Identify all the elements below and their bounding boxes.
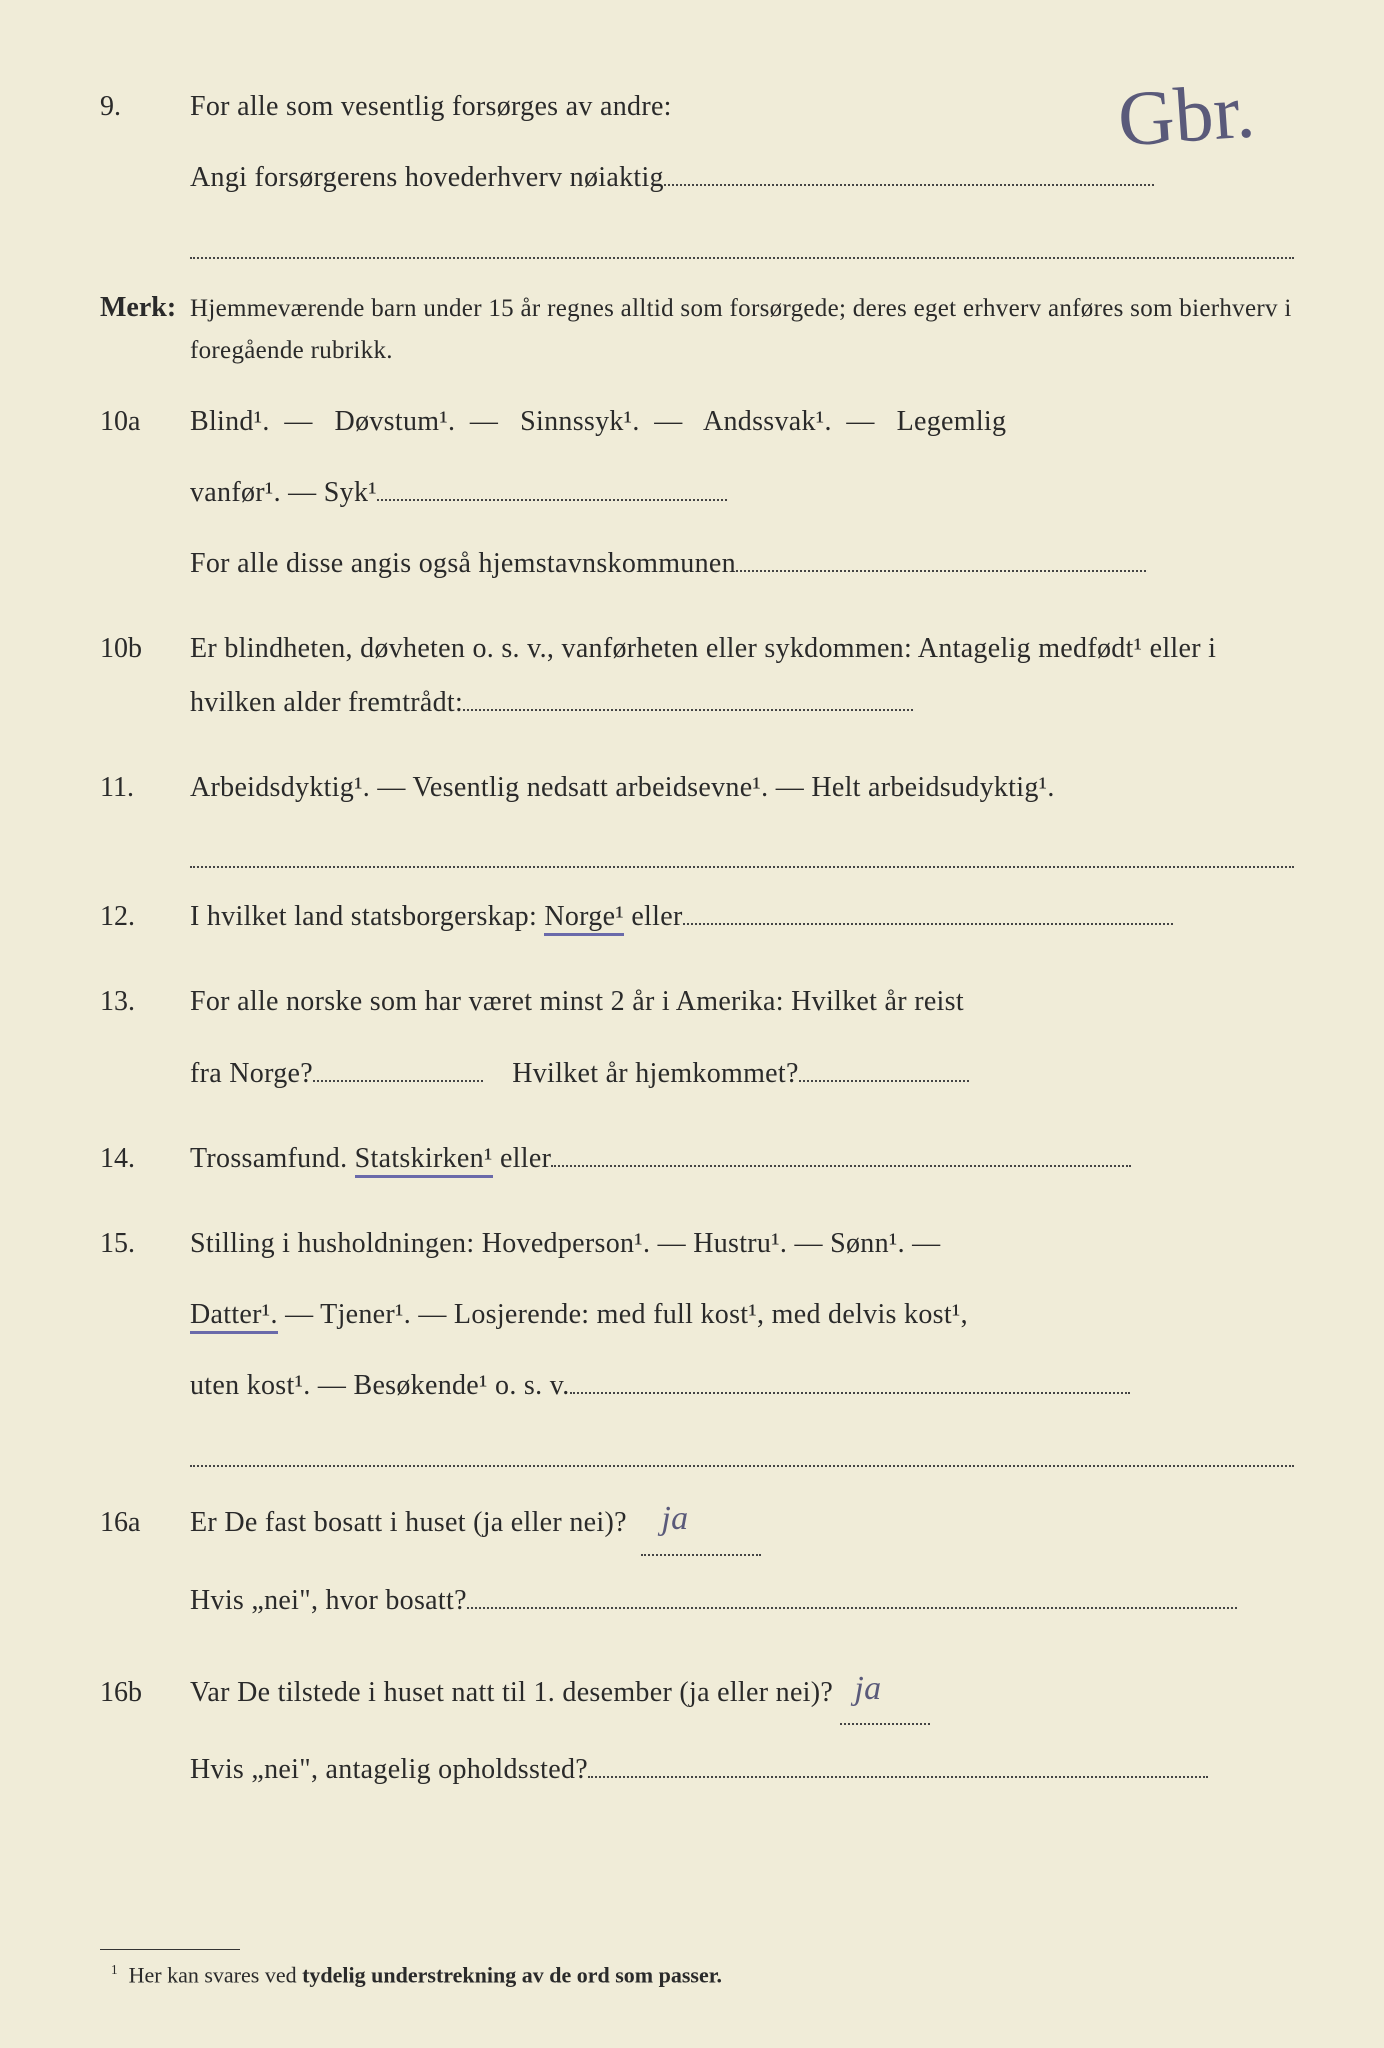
- q9-handwritten-answer: Gbr.: [1115, 65, 1257, 164]
- q13-line1: For alle norske som har været minst 2 år…: [190, 975, 1294, 1028]
- q15-line3: uten kost¹. — Besøkende¹ o. s. v.: [190, 1359, 1294, 1412]
- merk-label: Merk:: [100, 281, 190, 334]
- q12-number: 12.: [100, 890, 190, 943]
- q15-number: 15.: [100, 1217, 190, 1270]
- q16b-q: Var De tilstede i huset natt til 1. dese…: [190, 1659, 1294, 1726]
- q10b-row: 10b Er blindheten, døvheten o. s. v., va…: [100, 622, 1294, 746]
- q16a-q: Er De fast bosatt i huset (ja eller nei)…: [190, 1489, 1294, 1556]
- separator: [190, 236, 1294, 258]
- q9-row: 9. For alle som vesentlig forsørges av a…: [100, 80, 1294, 222]
- q10b-number: 10b: [100, 622, 190, 675]
- q13-number: 13.: [100, 975, 190, 1028]
- q12-text: I hvilket land statsborgerskap: Norge¹ e…: [190, 890, 1294, 943]
- q16a-number: 16a: [100, 1496, 190, 1549]
- q16b-row: 16b Var De tilstede i huset natt til 1. …: [100, 1659, 1294, 1815]
- q10a-row: 10a Blind¹. — Døvstum¹. — Sinnssyk¹. — A…: [100, 395, 1294, 609]
- q16a-answer: ja: [661, 1500, 688, 1537]
- footnote: 1 Her kan svares ved tydelig understrekn…: [100, 1928, 1294, 1988]
- q9-number: 9.: [100, 80, 190, 133]
- q10a-line3: For alle disse angis også hjemstavnskomm…: [190, 537, 1294, 590]
- q13-row: 13. For alle norske som har været minst …: [100, 975, 1294, 1117]
- q15-row: 15. Stilling i husholdningen: Hovedperso…: [100, 1217, 1294, 1431]
- q11-number: 11.: [100, 761, 190, 814]
- q12-row: 12. I hvilket land statsborgerskap: Norg…: [100, 890, 1294, 961]
- q14-number: 14.: [100, 1132, 190, 1185]
- q16b-line2: Hvis „nei", antagelig opholdssted?: [190, 1743, 1294, 1796]
- q16b-answer: ja: [854, 1670, 881, 1707]
- q10a-number: 10a: [100, 395, 190, 448]
- q10a-line2: vanfør¹. — Syk¹: [190, 466, 1294, 519]
- separator-3: [190, 1445, 1294, 1467]
- footnote-text: Her kan svares ved tydelig understreknin…: [129, 1962, 722, 1987]
- q10b-text: Er blindheten, døvheten o. s. v., vanfør…: [190, 622, 1294, 728]
- q16a-row: 16a Er De fast bosatt i huset (ja eller …: [100, 1489, 1294, 1645]
- q14-underlined: Statskirken¹: [355, 1143, 493, 1178]
- separator-2: [190, 846, 1294, 868]
- merk-row: Merk: Hjemmeværende barn under 15 år reg…: [100, 281, 1294, 373]
- q13-line2: fra Norge? Hvilket år hjemkommet?: [190, 1047, 1294, 1100]
- q14-text: Trossamfund. Statskirken¹ eller: [190, 1132, 1294, 1185]
- q16b-number: 16b: [100, 1666, 190, 1719]
- merk-text: Hjemmeværende barn under 15 år regnes al…: [190, 288, 1294, 373]
- q10a-line1: Blind¹. — Døvstum¹. — Sinnssyk¹. — Andss…: [190, 395, 1294, 448]
- q11-text: Arbeidsdyktig¹. — Vesentlig nedsatt arbe…: [190, 761, 1294, 814]
- q14-row: 14. Trossamfund. Statskirken¹ eller: [100, 1132, 1294, 1203]
- q16a-line2: Hvis „nei", hvor bosatt?: [190, 1574, 1294, 1627]
- q12-underlined: Norge¹: [544, 901, 624, 936]
- footnote-marker: 1: [111, 1962, 118, 1977]
- q15-underlined: Datter¹.: [190, 1299, 278, 1334]
- q15-line2: Datter¹. — Tjener¹. — Losjerende: med fu…: [190, 1288, 1294, 1341]
- q11-row: 11. Arbeidsdyktig¹. — Vesentlig nedsatt …: [100, 761, 1294, 832]
- q15-line1: Stilling i husholdningen: Hovedperson¹. …: [190, 1217, 1294, 1270]
